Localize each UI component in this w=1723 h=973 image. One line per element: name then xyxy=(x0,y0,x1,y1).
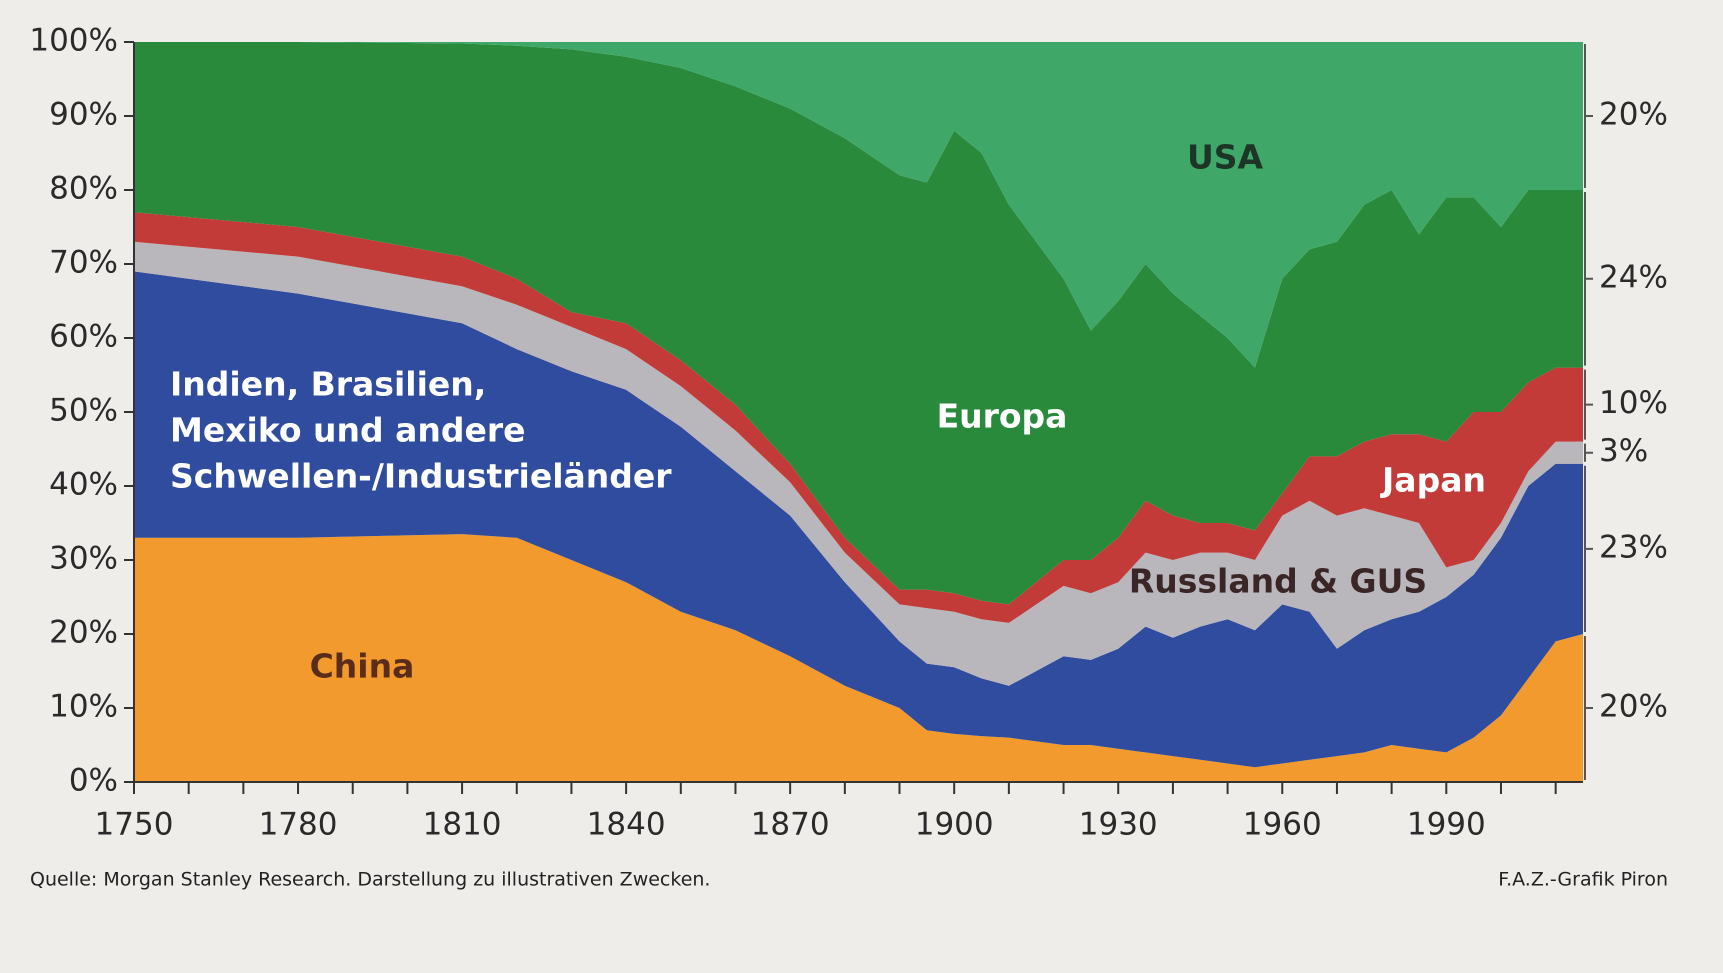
area xyxy=(134,212,1583,623)
area xyxy=(134,241,1583,686)
end-label: 23% xyxy=(1599,529,1668,565)
end-label: 3% xyxy=(1599,433,1648,469)
series-label: Indien, Brasilien, xyxy=(170,365,486,404)
end-label: 10% xyxy=(1599,385,1668,421)
series-label: China xyxy=(310,647,415,686)
y-tick-label: 20% xyxy=(49,615,118,651)
source-note: Quelle: Morgan Stanley Research. Darstel… xyxy=(30,869,710,891)
area xyxy=(134,271,1583,768)
series-label: USA xyxy=(1187,138,1264,177)
x-tick-label: 1840 xyxy=(587,807,666,843)
y-tick-label: 40% xyxy=(49,467,118,503)
credit: F.A.Z.-Grafik Piron xyxy=(1498,869,1668,891)
x-tick-label: 1900 xyxy=(915,807,994,843)
brace xyxy=(1584,443,1593,462)
brace xyxy=(1584,44,1593,188)
brace xyxy=(1584,636,1593,780)
x-tick-label: 1990 xyxy=(1407,807,1486,843)
y-tick-label: 30% xyxy=(49,541,118,577)
y-tick-label: 10% xyxy=(49,689,118,725)
area xyxy=(134,42,1583,605)
area xyxy=(134,42,1583,368)
x-tick-label: 1960 xyxy=(1243,807,1322,843)
y-tick-label: 70% xyxy=(49,245,118,281)
x-tick-label: 1780 xyxy=(259,807,338,843)
series-label: Mexiko und andere xyxy=(170,411,526,450)
y-tick-label: 90% xyxy=(49,97,118,133)
x-tick-label: 1930 xyxy=(1079,807,1158,843)
series-label: Europa xyxy=(937,397,1068,436)
x-tick-label: 1750 xyxy=(95,807,174,843)
x-tick-label: 1870 xyxy=(751,807,830,843)
y-tick-label: 50% xyxy=(49,393,118,429)
y-tick-label: 60% xyxy=(49,319,118,355)
end-label: 24% xyxy=(1599,259,1668,295)
area xyxy=(134,534,1583,782)
x-tick-label: 1810 xyxy=(423,807,502,843)
brace xyxy=(1584,369,1593,440)
y-tick-label: 100% xyxy=(29,23,118,59)
series-label: Russland & GUS xyxy=(1129,562,1427,601)
y-tick-label: 0% xyxy=(69,763,118,799)
series-label: Schwellen-/Industrieländer xyxy=(170,457,672,496)
brace xyxy=(1584,192,1593,366)
end-label: 20% xyxy=(1599,97,1668,133)
y-tick-label: 80% xyxy=(49,171,118,207)
end-label: 20% xyxy=(1599,689,1668,725)
brace xyxy=(1584,465,1593,632)
series-label: Japan xyxy=(1380,461,1486,500)
